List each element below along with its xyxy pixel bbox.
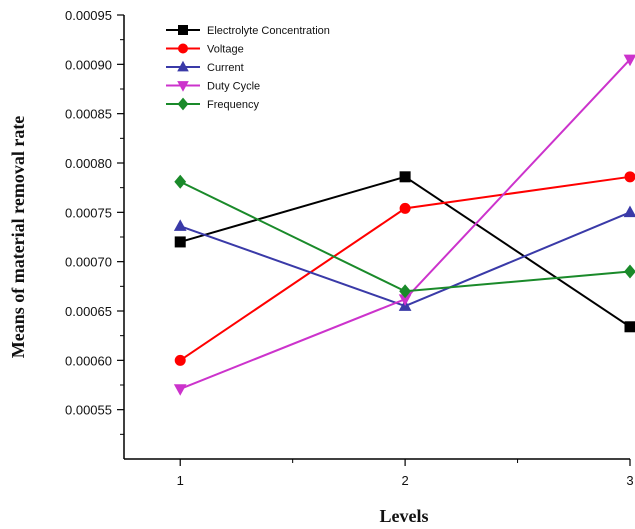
x-axis-title: Levels bbox=[380, 506, 429, 526]
legend-item: Current bbox=[166, 60, 244, 74]
data-point-marker bbox=[399, 202, 411, 214]
y-tick-label: 0.00095 bbox=[65, 8, 112, 23]
legend: Electrolyte Concentration Voltage Current D… bbox=[166, 25, 330, 111]
data-point-marker bbox=[177, 97, 189, 111]
series-frequency bbox=[174, 174, 635, 299]
y-tick-label: 0.00075 bbox=[65, 205, 112, 220]
data-point-marker bbox=[624, 171, 635, 183]
data-point-marker bbox=[624, 321, 635, 333]
data-point-marker bbox=[174, 354, 186, 366]
y-ticks: 0.00055 0.00060 0.00065 0.00070 0.00075 0.000… bbox=[65, 8, 124, 435]
legend-label: Current bbox=[207, 62, 244, 74]
data-point-marker bbox=[399, 284, 412, 299]
legend-label: Frequency bbox=[207, 99, 259, 111]
data-point-marker bbox=[624, 264, 635, 279]
x-tick-label: 2 bbox=[401, 473, 408, 488]
data-point-marker bbox=[173, 219, 187, 231]
y-tick-label: 0.00080 bbox=[65, 156, 112, 171]
data-point-marker bbox=[399, 171, 411, 183]
y-tick-label: 0.00085 bbox=[65, 107, 112, 122]
y-tick-label: 0.00060 bbox=[65, 353, 112, 368]
data-point-marker bbox=[174, 174, 187, 189]
y-tick-label: 0.00065 bbox=[65, 304, 112, 319]
data-point-marker bbox=[174, 236, 186, 248]
legend-item: Electrolyte Concentration bbox=[166, 25, 330, 37]
x-tick-label: 3 bbox=[626, 473, 633, 488]
data-point-marker bbox=[623, 54, 635, 67]
data-point-marker bbox=[623, 205, 635, 218]
data-point-marker bbox=[177, 81, 189, 92]
series-voltage bbox=[174, 171, 635, 366]
y-tick-label: 0.00090 bbox=[65, 57, 112, 72]
data-point-marker bbox=[178, 25, 188, 35]
series-electrolyte-concentration bbox=[174, 171, 635, 333]
y-tick-label: 0.00070 bbox=[65, 255, 112, 270]
y-tick-label: 0.00055 bbox=[65, 403, 112, 418]
data-point-marker bbox=[177, 60, 189, 72]
y-axis-title: Means of material removal rate bbox=[8, 116, 28, 359]
legend-item: Voltage bbox=[166, 43, 244, 56]
legend-label: Duty Cycle bbox=[207, 81, 260, 93]
series-layer bbox=[173, 54, 635, 396]
x-tick-label: 1 bbox=[177, 473, 184, 488]
series-duty-cycle bbox=[173, 54, 635, 396]
legend-label: Electrolyte Concentration bbox=[207, 25, 330, 37]
legend-item: Frequency bbox=[166, 97, 259, 111]
legend-item: Duty Cycle bbox=[166, 81, 260, 93]
series-line bbox=[179, 180, 631, 293]
x-ticks: 1 2 3 bbox=[177, 459, 634, 488]
data-point-marker bbox=[173, 384, 187, 396]
data-point-marker bbox=[178, 43, 188, 54]
legend-label: Voltage bbox=[207, 44, 244, 56]
